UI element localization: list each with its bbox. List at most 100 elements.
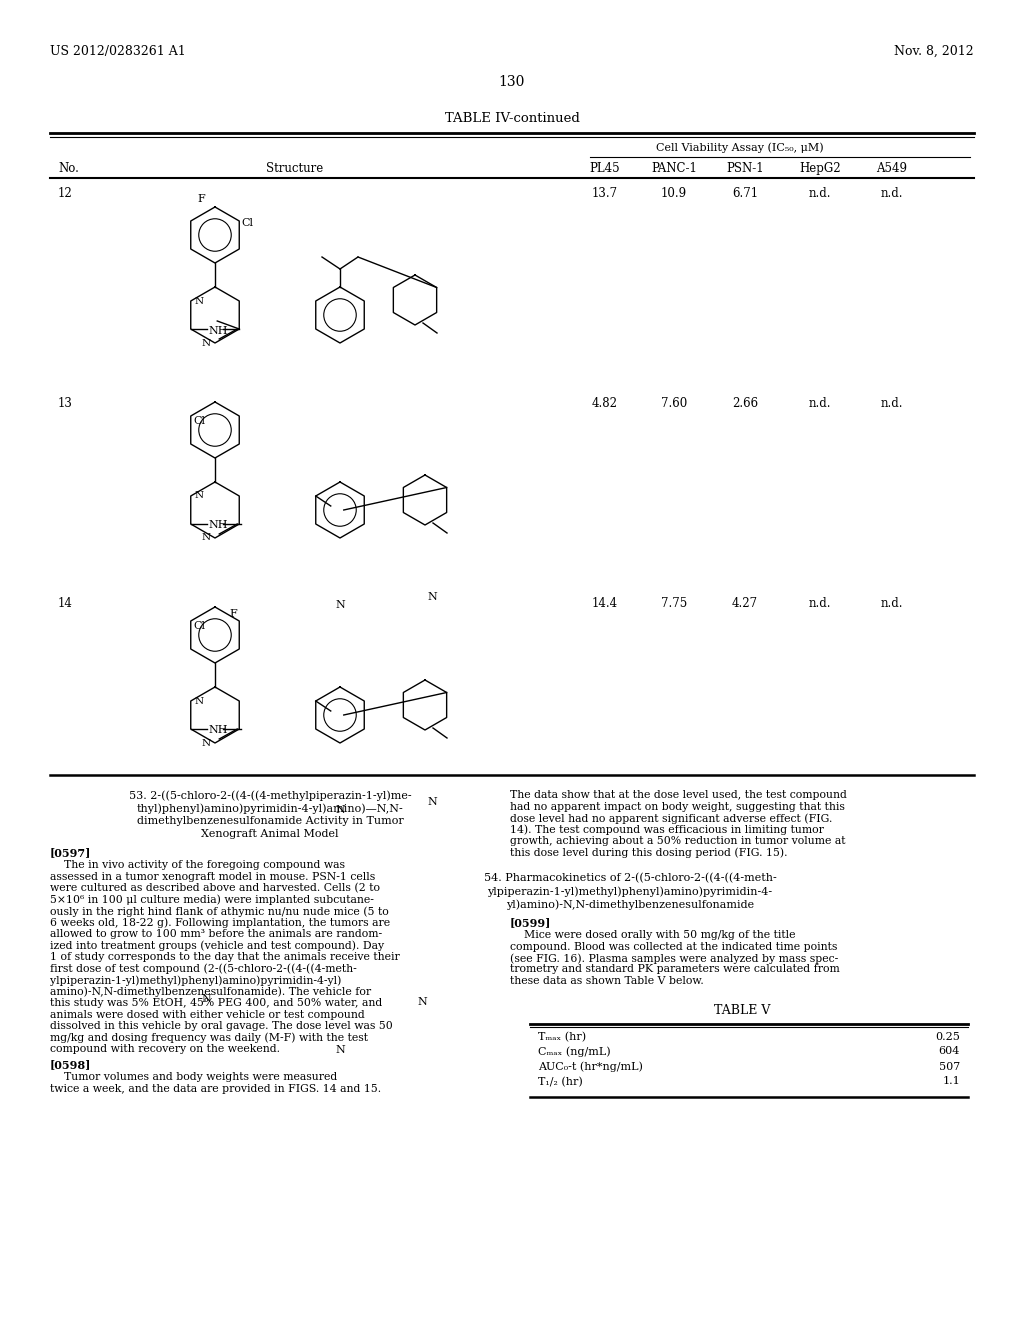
Text: ylpiperazin-1-yl)methyl)phenyl)amino)pyrimidin-4-yl): ylpiperazin-1-yl)methyl)phenyl)amino)pyr… bbox=[50, 975, 341, 986]
Text: twice a week, and the data are provided in FIGS. 14 and 15.: twice a week, and the data are provided … bbox=[50, 1084, 381, 1094]
Text: PSN-1: PSN-1 bbox=[726, 162, 764, 176]
Text: TABLE IV-continued: TABLE IV-continued bbox=[444, 112, 580, 125]
Text: n.d.: n.d. bbox=[809, 187, 831, 201]
Text: The in vivo activity of the foregoing compound was: The in vivo activity of the foregoing co… bbox=[50, 861, 345, 870]
Text: dose level had no apparent significant adverse effect (FIG.: dose level had no apparent significant a… bbox=[510, 813, 833, 824]
Text: HepG2: HepG2 bbox=[799, 162, 841, 176]
Text: n.d.: n.d. bbox=[881, 397, 903, 411]
Text: dimethylbenzenesulfonamide Activity in Tumor: dimethylbenzenesulfonamide Activity in T… bbox=[136, 816, 403, 826]
Text: yl)amino)-N,N-dimethylbenzenesulfonamide: yl)amino)-N,N-dimethylbenzenesulfonamide bbox=[506, 899, 754, 909]
Text: TABLE V: TABLE V bbox=[714, 1003, 770, 1016]
Text: n.d.: n.d. bbox=[881, 187, 903, 201]
Text: 10.9: 10.9 bbox=[660, 187, 687, 201]
Text: N: N bbox=[427, 797, 437, 807]
Text: n.d.: n.d. bbox=[881, 597, 903, 610]
Text: 507: 507 bbox=[939, 1061, 961, 1072]
Text: 13: 13 bbox=[58, 397, 73, 411]
Text: 6.71: 6.71 bbox=[732, 187, 758, 201]
Text: 7.60: 7.60 bbox=[660, 397, 687, 411]
Text: 14). The test compound was efficacious in limiting tumor: 14). The test compound was efficacious i… bbox=[510, 825, 824, 836]
Text: 12: 12 bbox=[58, 187, 73, 201]
Text: growth, achieving about a 50% reduction in tumor volume at: growth, achieving about a 50% reduction … bbox=[510, 836, 846, 846]
Text: N: N bbox=[202, 533, 211, 543]
Text: 7.75: 7.75 bbox=[660, 597, 687, 610]
Text: NH: NH bbox=[209, 520, 228, 531]
Text: were cultured as described above and harvested. Cells (2 to: were cultured as described above and har… bbox=[50, 883, 380, 894]
Text: 130: 130 bbox=[499, 75, 525, 88]
Text: AUC₀-t (hr*ng/mL): AUC₀-t (hr*ng/mL) bbox=[538, 1061, 643, 1072]
Text: this dose level during this dosing period (FIG. 15).: this dose level during this dosing perio… bbox=[510, 847, 787, 858]
Text: Tumor volumes and body weights were measured: Tumor volumes and body weights were meas… bbox=[50, 1072, 337, 1082]
Text: mg/kg and dosing frequency was daily (M-F) with the test: mg/kg and dosing frequency was daily (M-… bbox=[50, 1032, 368, 1043]
Text: compound. Blood was collected at the indicated time points: compound. Blood was collected at the ind… bbox=[510, 941, 838, 952]
Text: trometry and standard PK parameters were calculated from: trometry and standard PK parameters were… bbox=[510, 965, 840, 974]
Text: N: N bbox=[202, 994, 211, 1005]
Text: amino)-N,N-dimethylbenzenesulfonamide). The vehicle for: amino)-N,N-dimethylbenzenesulfonamide). … bbox=[50, 986, 371, 997]
Text: 14.4: 14.4 bbox=[592, 597, 618, 610]
Text: [0599]: [0599] bbox=[510, 917, 551, 928]
Text: 54. Pharmacokinetics of 2-((5-chloro-2-((4-((4-meth-: 54. Pharmacokinetics of 2-((5-chloro-2-(… bbox=[483, 873, 776, 883]
Text: [0598]: [0598] bbox=[50, 1060, 91, 1071]
Text: 4.27: 4.27 bbox=[732, 597, 758, 610]
Text: N: N bbox=[336, 601, 345, 610]
Text: 14: 14 bbox=[58, 597, 73, 610]
Text: N: N bbox=[202, 338, 211, 347]
Text: 1.1: 1.1 bbox=[942, 1077, 961, 1086]
Text: N: N bbox=[336, 805, 345, 814]
Text: 604: 604 bbox=[939, 1047, 961, 1056]
Text: 2.66: 2.66 bbox=[732, 397, 758, 411]
Text: had no apparent impact on body weight, suggesting that this: had no apparent impact on body weight, s… bbox=[510, 801, 845, 812]
Text: assessed in a tumor xenograft model in mouse. PSN-1 cells: assessed in a tumor xenograft model in m… bbox=[50, 871, 375, 882]
Text: PANC-1: PANC-1 bbox=[651, 162, 697, 176]
Text: N: N bbox=[427, 591, 437, 602]
Text: Cl: Cl bbox=[241, 218, 253, 228]
Text: Cₘₐₓ (ng/mL): Cₘₐₓ (ng/mL) bbox=[538, 1047, 610, 1057]
Text: Tₘₐₓ (hr): Tₘₐₓ (hr) bbox=[538, 1031, 586, 1041]
Text: ously in the right hind flank of athymic nu/nu nude mice (5 to: ously in the right hind flank of athymic… bbox=[50, 906, 389, 916]
Text: n.d.: n.d. bbox=[809, 597, 831, 610]
Text: ylpiperazin-1-yl)methyl)phenyl)amino)pyrimidin-4-: ylpiperazin-1-yl)methyl)phenyl)amino)pyr… bbox=[487, 886, 772, 896]
Text: N: N bbox=[202, 738, 211, 747]
Text: N: N bbox=[195, 491, 204, 500]
Text: Cl: Cl bbox=[194, 416, 206, 426]
Text: [0597]: [0597] bbox=[50, 847, 91, 858]
Text: dissolved in this vehicle by oral gavage. The dose level was 50: dissolved in this vehicle by oral gavage… bbox=[50, 1020, 393, 1031]
Text: 53. 2-((5-chloro-2-((4-((4-methylpiperazin-1-yl)me-: 53. 2-((5-chloro-2-((4-((4-methylpiperaz… bbox=[129, 789, 412, 800]
Text: NH: NH bbox=[209, 725, 228, 735]
Text: N: N bbox=[195, 297, 204, 305]
Text: A549: A549 bbox=[877, 162, 907, 176]
Text: Xenograft Animal Model: Xenograft Animal Model bbox=[202, 829, 339, 840]
Text: this study was 5% EtOH, 45% PEG 400, and 50% water, and: this study was 5% EtOH, 45% PEG 400, and… bbox=[50, 998, 382, 1008]
Text: 4.82: 4.82 bbox=[592, 397, 618, 411]
Text: The data show that at the dose level used, the test compound: The data show that at the dose level use… bbox=[510, 789, 847, 800]
Text: Mice were dosed orally with 50 mg/kg of the title: Mice were dosed orally with 50 mg/kg of … bbox=[510, 931, 796, 940]
Text: 6 weeks old, 18-22 g). Following implantation, the tumors are: 6 weeks old, 18-22 g). Following implant… bbox=[50, 917, 390, 928]
Text: Nov. 8, 2012: Nov. 8, 2012 bbox=[894, 45, 974, 58]
Text: PL45: PL45 bbox=[590, 162, 621, 176]
Text: allowed to grow to 100 mm³ before the animals are random-: allowed to grow to 100 mm³ before the an… bbox=[50, 929, 382, 939]
Text: Cell Viability Assay (IC₅₀, μM): Cell Viability Assay (IC₅₀, μM) bbox=[656, 143, 824, 153]
Text: first dose of test compound (2-((5-chloro-2-((4-((4-meth-: first dose of test compound (2-((5-chlor… bbox=[50, 964, 356, 974]
Text: 13.7: 13.7 bbox=[592, 187, 618, 201]
Text: (see FIG. 16). Plasma samples were analyzed by mass spec-: (see FIG. 16). Plasma samples were analy… bbox=[510, 953, 839, 964]
Text: thyl)phenyl)amino)pyrimidin-4-yl)amino)—N,N-: thyl)phenyl)amino)pyrimidin-4-yl)amino)—… bbox=[136, 803, 403, 813]
Text: F: F bbox=[198, 194, 205, 205]
Text: T₁/₂ (hr): T₁/₂ (hr) bbox=[538, 1077, 583, 1086]
Text: Cl: Cl bbox=[194, 620, 206, 631]
Text: n.d.: n.d. bbox=[809, 397, 831, 411]
Text: No.: No. bbox=[58, 162, 79, 176]
Text: 0.25: 0.25 bbox=[935, 1031, 961, 1041]
Text: 5×10⁶ in 100 μl culture media) were implanted subcutane-: 5×10⁶ in 100 μl culture media) were impl… bbox=[50, 895, 374, 906]
Text: compound with recovery on the weekend.: compound with recovery on the weekend. bbox=[50, 1044, 280, 1053]
Text: Structure: Structure bbox=[266, 162, 324, 176]
Text: 1 of study corresponds to the day that the animals receive their: 1 of study corresponds to the day that t… bbox=[50, 952, 399, 962]
Text: N: N bbox=[417, 997, 427, 1007]
Text: animals were dosed with either vehicle or test compound: animals were dosed with either vehicle o… bbox=[50, 1010, 365, 1019]
Text: N: N bbox=[335, 1045, 345, 1055]
Text: these data as shown Table V below.: these data as shown Table V below. bbox=[510, 975, 703, 986]
Text: N: N bbox=[195, 697, 204, 705]
Text: ized into treatment groups (vehicle and test compound). Day: ized into treatment groups (vehicle and … bbox=[50, 940, 384, 952]
Text: F: F bbox=[229, 609, 238, 619]
Text: US 2012/0283261 A1: US 2012/0283261 A1 bbox=[50, 45, 185, 58]
Text: NH: NH bbox=[209, 326, 228, 337]
